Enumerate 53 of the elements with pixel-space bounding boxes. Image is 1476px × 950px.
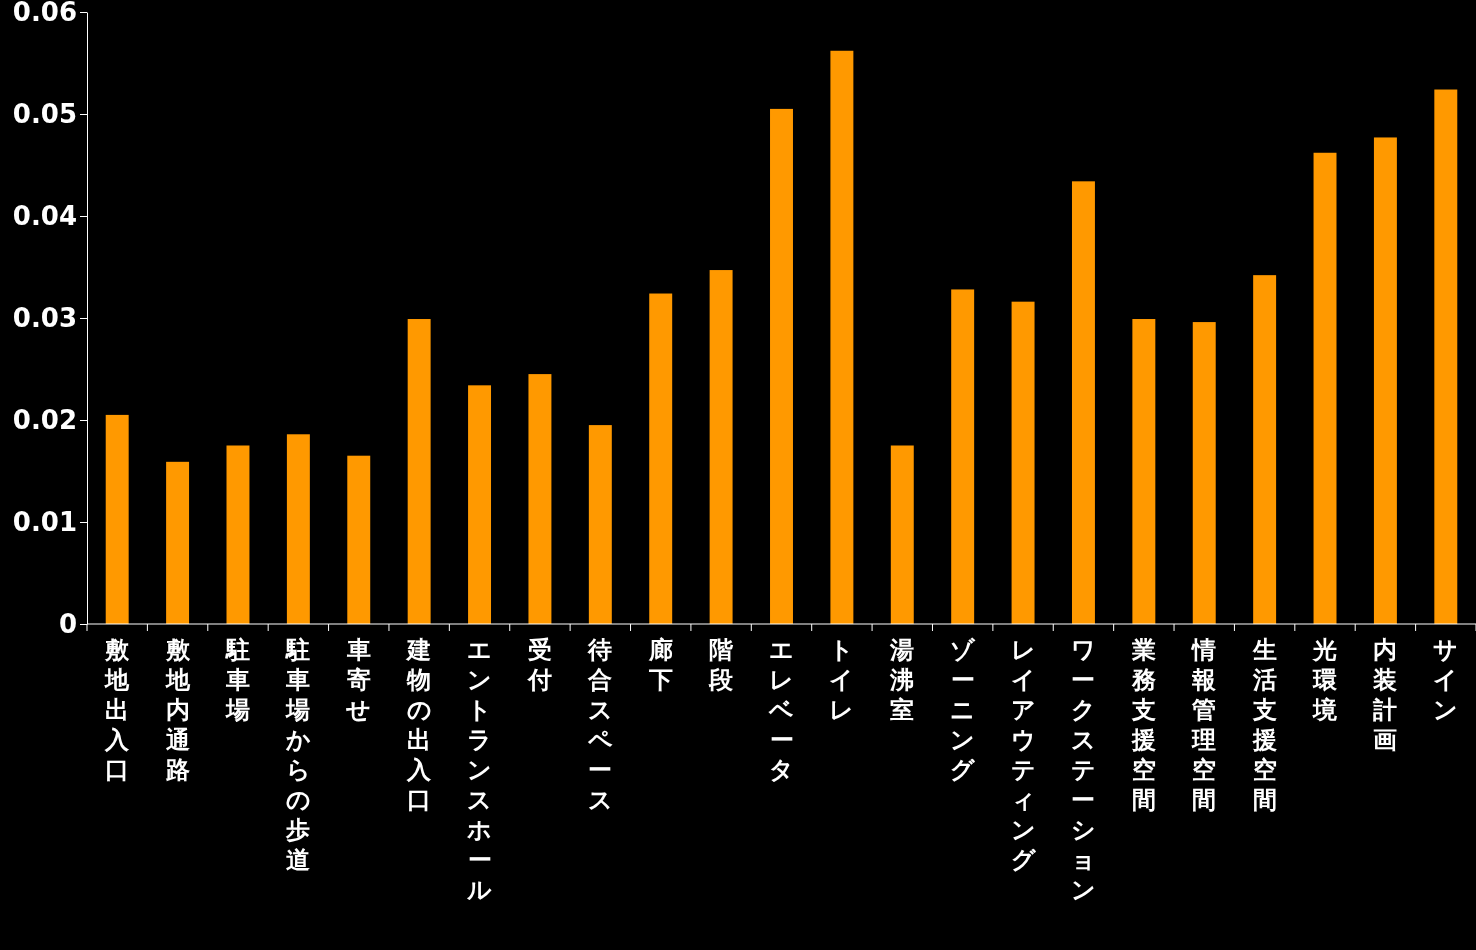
bar bbox=[1011, 301, 1035, 624]
bar bbox=[1192, 322, 1216, 624]
x-tick-label: 光環境 bbox=[1312, 636, 1339, 724]
x-tick-label: 敷地内通路 bbox=[164, 636, 191, 784]
bar bbox=[528, 374, 552, 624]
bar bbox=[1373, 137, 1397, 624]
y-tick-label: 0.04 bbox=[12, 200, 77, 231]
y-tick-label: 0 bbox=[58, 608, 77, 639]
y-tick-label: 0.01 bbox=[12, 506, 77, 537]
x-tick-label: 湯沸室 bbox=[889, 636, 915, 724]
x-tick-label: 待合スペース bbox=[586, 636, 613, 814]
x-tick-label: 駐車場 bbox=[224, 636, 250, 724]
bar bbox=[1253, 275, 1277, 624]
x-tick-label: エレベータ bbox=[768, 636, 794, 784]
bar bbox=[588, 425, 612, 624]
x-tick-label: サイン bbox=[1433, 636, 1459, 724]
x-tick-label: 生活支援空間 bbox=[1251, 636, 1277, 814]
x-tick-label: 階段 bbox=[708, 636, 735, 694]
y-tick-label: 0.06 bbox=[12, 0, 77, 27]
bar bbox=[830, 50, 854, 624]
x-tick-label: 駐車場からの歩道 bbox=[284, 636, 311, 874]
x-tick-label: 建物の出入口 bbox=[405, 636, 433, 814]
bar bbox=[1434, 89, 1458, 624]
bar bbox=[407, 319, 431, 624]
bar bbox=[1071, 181, 1095, 624]
x-tick-label: ゾーニング bbox=[950, 636, 977, 784]
x-tick-label: 受付 bbox=[526, 636, 552, 694]
bar bbox=[1132, 319, 1156, 624]
y-tick-label: 0.02 bbox=[12, 404, 77, 435]
y-tick-label: 0.03 bbox=[12, 302, 77, 333]
bar bbox=[286, 434, 310, 624]
x-tick-label: レイアウティング bbox=[1010, 636, 1037, 874]
x-tick-label: トイレ bbox=[829, 636, 855, 724]
x-tick-label: 敷地出入口 bbox=[104, 636, 131, 784]
bar bbox=[649, 293, 673, 624]
bar bbox=[468, 385, 492, 624]
category-label: エントランスホール bbox=[467, 636, 493, 904]
category-label: ワークステーション bbox=[1070, 636, 1096, 904]
bar bbox=[709, 270, 733, 624]
bar bbox=[890, 445, 914, 624]
x-tick-label: 内装計画 bbox=[1372, 636, 1398, 754]
x-tick-label: 業務支援空間 bbox=[1130, 636, 1156, 814]
bar bbox=[951, 289, 975, 624]
bar bbox=[166, 461, 190, 624]
y-tick-label: 0.05 bbox=[12, 98, 77, 129]
bar bbox=[770, 108, 793, 624]
x-tick-label: 情報管理空間 bbox=[1190, 636, 1217, 814]
bar bbox=[105, 414, 129, 624]
bar bbox=[347, 455, 371, 624]
bar bbox=[1313, 152, 1337, 624]
x-tick-label: 車寄せ bbox=[345, 636, 372, 724]
x-tick-label: 廊下 bbox=[647, 636, 673, 694]
bar bbox=[226, 445, 250, 624]
